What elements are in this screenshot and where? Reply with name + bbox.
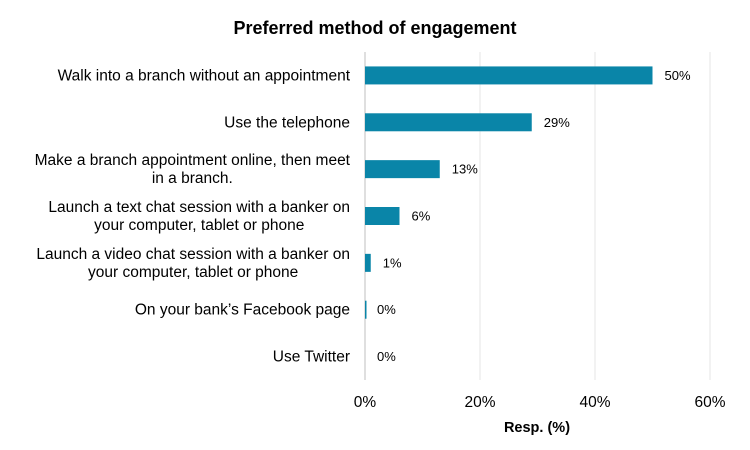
- value-label: 50%: [665, 68, 691, 83]
- category-labels: Walk into a branch without an appointmen…: [35, 67, 351, 365]
- value-label: 1%: [383, 255, 402, 270]
- gridlines: [479, 52, 711, 380]
- x-tick-label: 0%: [354, 394, 377, 411]
- bars: [365, 66, 653, 319]
- category-label-line: your computer, tablet or phone: [94, 217, 304, 234]
- category-label: Make a branch appointment online, then m…: [35, 152, 351, 187]
- category-label: Walk into a branch without an appointmen…: [58, 67, 351, 84]
- value-label: 29%: [544, 115, 570, 130]
- chart-title: Preferred method of engagement: [233, 18, 516, 38]
- value-label: 0%: [377, 302, 396, 317]
- bar: [365, 66, 653, 85]
- bar: [365, 160, 440, 179]
- x-axis-label: Resp. (%): [504, 420, 570, 436]
- category-label: On your bank’s Facebook page: [135, 302, 350, 319]
- category-label-line: Use Twitter: [273, 349, 350, 366]
- category-label-line: in a branch.: [152, 170, 233, 187]
- category-label: Use Twitter: [273, 349, 350, 366]
- value-label: 13%: [452, 162, 478, 177]
- category-label-line: On your bank’s Facebook page: [135, 302, 350, 319]
- bar: [365, 113, 532, 132]
- bar: [365, 207, 400, 225]
- category-label-line: Launch a text chat session with a banker…: [48, 199, 350, 216]
- x-tick-label: 40%: [579, 394, 610, 411]
- category-label: Launch a video chat session with a banke…: [36, 246, 350, 281]
- x-tick-label: 20%: [464, 394, 495, 411]
- category-label-line: Make a branch appointment online, then m…: [35, 152, 351, 169]
- category-label: Use the telephone: [224, 114, 350, 131]
- value-labels: 50% 29% 13% 6% 1% 0% 0%: [377, 68, 691, 364]
- category-label: Launch a text chat session with a banker…: [48, 199, 350, 234]
- x-tick-label: 60%: [694, 394, 725, 411]
- value-label: 0%: [377, 349, 396, 364]
- value-label: 6%: [412, 209, 431, 224]
- category-label-line: Use the telephone: [224, 114, 350, 131]
- category-label-line: your computer, tablet or phone: [88, 264, 298, 281]
- category-label-line: Walk into a branch without an appointmen…: [58, 67, 351, 84]
- bar: [365, 300, 367, 319]
- bar: [365, 253, 371, 272]
- x-tick-labels: 0% 20% 40% 60%: [354, 394, 726, 411]
- category-label-line: Launch a video chat session with a banke…: [36, 246, 350, 263]
